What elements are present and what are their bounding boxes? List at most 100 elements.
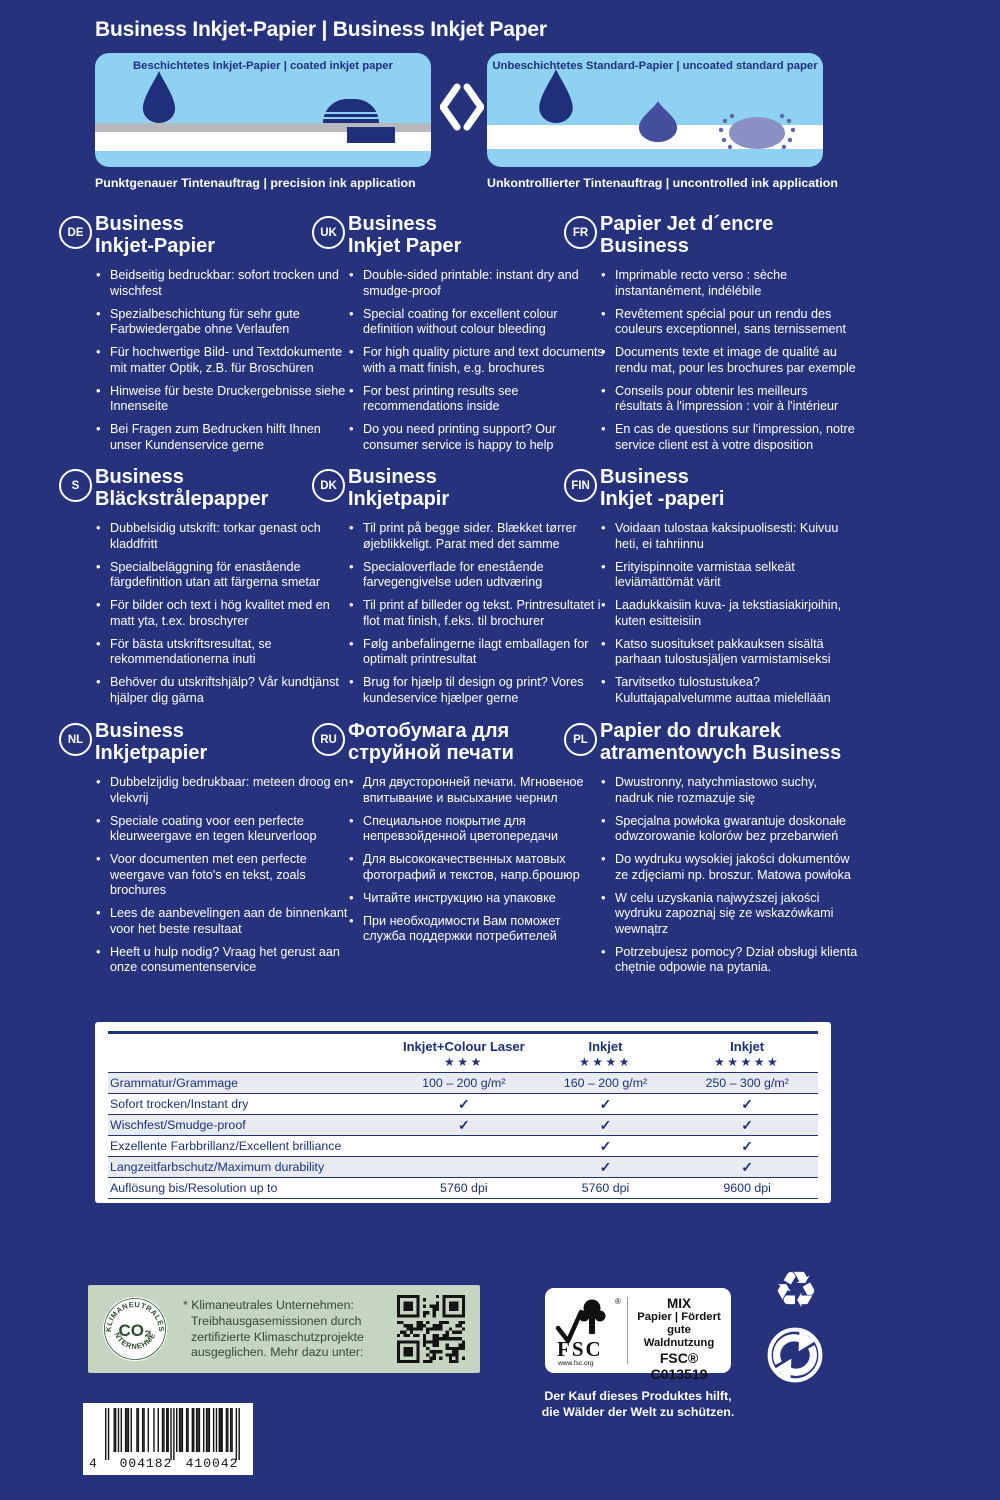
table-top-rule <box>108 1031 818 1034</box>
bullet-item: Conseils pour obtenir les meilleurs résu… <box>600 383 858 415</box>
table-column-header: Inkjet+Colour Laser ★★★ <box>393 1039 535 1069</box>
bullet-item: Dubbelsidig utskrift: torkar genast och … <box>95 520 353 552</box>
bleeding-ink-blob-icon <box>719 113 795 150</box>
bullet-item: Lees de aanbevelingen aan de binnenkant … <box>95 905 353 937</box>
bullet-item: Voor documenten met een perfecte weergav… <box>95 851 353 899</box>
column-label: Inkjet <box>730 1039 765 1054</box>
qr-code <box>397 1295 465 1363</box>
checkmark: ✓ <box>457 1096 470 1112</box>
checkmark: ✓ <box>457 1117 470 1133</box>
table-cell: 9600 dpi <box>723 1181 771 1195</box>
language-section: DK Business Inkjetpapir Til print på beg… <box>312 466 606 714</box>
section-title: Business Inkjet Paper <box>348 213 462 257</box>
fsc-line2: gute Waldnutzung <box>643 1324 715 1349</box>
ink-layer-icon <box>347 127 395 143</box>
bullet-list: Beidseitig bedruckbar: sofort trocken un… <box>95 267 353 453</box>
language-section: PL Papier do drukarek atramentowych Busi… <box>564 720 858 983</box>
fsc-tree-logo-icon: ® FSC www.fsc.org <box>555 1297 621 1367</box>
language-code: S <box>71 479 80 492</box>
table-column-header: Inkjet ★★★★ <box>535 1039 677 1069</box>
section-title: Business Bläckstrålepapper <box>95 466 269 510</box>
bullet-item: Special coating for excellent colour def… <box>348 306 606 338</box>
bullet-item: Hinweise für beste Druckergebnisse siehe… <box>95 383 353 415</box>
bullet-item: Dwustronny, natychmiastowo suchy, nadruk… <box>600 774 858 806</box>
table-cell: 5760 dpi <box>440 1181 488 1195</box>
product-comparison-table: Inkjet+Colour Laser ★★★ Inkjet ★★★★ Inkjet ★★… <box>95 1022 831 1203</box>
language-badge: PL <box>564 723 597 756</box>
bullet-item: Do wydruku wysokiej jakości dokumentów z… <box>600 851 858 883</box>
table-column-header: Inkjet ★★★★★ <box>676 1039 818 1069</box>
uncoated-paper-panel: Unbeschichtetes Standard-Papier | uncoat… <box>487 53 823 167</box>
bullet-item: Potrzebujesz pomocy? Dział obsługi klien… <box>600 944 858 976</box>
language-badge: RU <box>312 723 345 756</box>
bullet-item: Für hochwertige Bild- und Textdokumente … <box>95 344 353 376</box>
fsc-caption: Der Kauf dieses Produktes hilft, die Wäl… <box>541 1389 735 1419</box>
bullet-item: For best printing results see recommenda… <box>348 383 606 415</box>
bullet-item: Specjalna powłoka gwarantuje doskonałe o… <box>600 813 858 845</box>
language-code: PL <box>573 733 588 746</box>
language-badge: UK <box>312 216 345 249</box>
table-row: Grammatur/Grammage 100 – 200 g/m² 160 – 20… <box>108 1072 818 1093</box>
bullet-item: Tarvitsetko tulostustukea? Kuluttajapalv… <box>600 674 858 706</box>
bullet-list: Dubbelsidig utskrift: torkar genast och … <box>95 520 353 706</box>
bullet-item: Beidseitig bedruckbar: sofort trocken un… <box>95 267 353 299</box>
table-row: Langzeitfarbschutz/Maximum durability ✓ ✓ <box>108 1156 818 1177</box>
table-cell: 100 – 200 g/m² <box>422 1076 506 1090</box>
coated-paper-panel: Beschichtetes Inkjet-Papier | coated ink… <box>95 53 431 167</box>
bullet-item: Bei Fragen zum Bedrucken hilft Ihnen uns… <box>95 421 353 453</box>
bullet-item: Do you need printing support? Our consum… <box>348 421 606 453</box>
barcode: 4 004182 410042 <box>83 1403 253 1475</box>
fsc-license: FSC® C013519 <box>650 1350 708 1382</box>
checkmark: ✓ <box>741 1117 754 1133</box>
ink-droplet-icon <box>142 71 176 123</box>
bullet-item: För bästa utskriftsresultat, se rekommen… <box>95 636 353 668</box>
svg-text:FSC: FSC <box>557 1337 603 1361</box>
bullet-item: Laadukkaisiin kuva- ja tekstiasiakirjoih… <box>600 597 858 629</box>
section-title: Papier Jet d´encre Business <box>600 213 774 257</box>
checkmark: ✓ <box>599 1096 612 1112</box>
language-section: DE Business Inkjet-Papier Beidseitig bed… <box>59 213 353 461</box>
table-cell <box>393 1157 535 1177</box>
bullet-item: Voidaan tulostaa kaksipuolisesti: Kuivuu… <box>600 520 858 552</box>
row-label: Grammatur/Grammage <box>110 1076 239 1090</box>
star-rating: ★★★★★ <box>714 1055 781 1069</box>
table-cell: 160 – 200 g/m² <box>563 1076 648 1090</box>
bullet-item: För bilder och text i hög kvalitet med e… <box>95 597 353 629</box>
coated-panel-caption: Punktgenauer Tintenauftrag | precision i… <box>95 176 416 190</box>
language-section: FR Papier Jet d´encre Business Imprimabl… <box>564 213 858 461</box>
bullet-item: Spezialbeschichtung für sehr gute Farbwi… <box>95 306 353 338</box>
recycling-mobius-icon: ♻ <box>773 1261 819 1319</box>
uncoated-panel-caption: Unkontrollierter Tintenauftrag | uncontr… <box>487 176 838 190</box>
svg-text:www.fsc.org: www.fsc.org <box>557 1360 594 1367</box>
bullet-list: Til print på begge sider. Blækket tørrer… <box>348 520 606 706</box>
bullet-item: Revêtement spécial pour un rendu des cou… <box>600 306 858 338</box>
table-corner-cell <box>108 1039 393 1069</box>
bullet-list: Для двусторонней печати. Мгновеное впиты… <box>348 774 606 945</box>
bullet-item: Til print på begge sider. Blækket tørrer… <box>348 520 606 552</box>
checkmark: ✓ <box>741 1096 754 1112</box>
section-title: Business Inkjet -paperi <box>600 466 725 510</box>
column-label: Inkjet+Colour Laser <box>402 1039 525 1054</box>
bullet-item: Для двусторонней печати. Мгновеное впиты… <box>348 774 606 806</box>
checkmark: ✓ <box>741 1138 754 1154</box>
language-section: S Business Bläckstrålepapper Dubbelsidig… <box>59 466 353 714</box>
row-label: Exzellente Farbbrillanz/Excellent brilli… <box>110 1139 342 1153</box>
bullet-item: Dubbelzijdig bedrukbaar: meteen droog en… <box>95 774 353 806</box>
table-row: Exzellente Farbbrillanz/Excellent brilli… <box>108 1135 818 1156</box>
bullet-item: Speciale coating voor een perfecte kleur… <box>95 813 353 845</box>
bullet-list: Double-sided printable: instant dry and … <box>348 267 606 453</box>
barcode-digit-group: 004182 <box>119 1456 173 1471</box>
language-badge: DK <box>312 469 345 502</box>
bullet-item: Til print af billeder og tekst. Printres… <box>348 597 606 629</box>
star-rating: ★★★★ <box>578 1055 632 1069</box>
green-dot-icon <box>767 1327 823 1383</box>
language-code: NL <box>67 733 84 746</box>
bullet-item: Читайте инструкцию на упаковке <box>348 890 606 907</box>
language-section: RU Фотобумага для струйной печати Для дв… <box>312 720 606 952</box>
checkmark: ✓ <box>599 1138 612 1154</box>
bullet-list: Dubbelzijdig bedrukbaar: meteen droog en… <box>95 774 353 976</box>
table-cell: 5760 dpi <box>581 1181 630 1195</box>
table-cell <box>393 1136 535 1156</box>
barcode-digit: 4 <box>89 1456 97 1471</box>
